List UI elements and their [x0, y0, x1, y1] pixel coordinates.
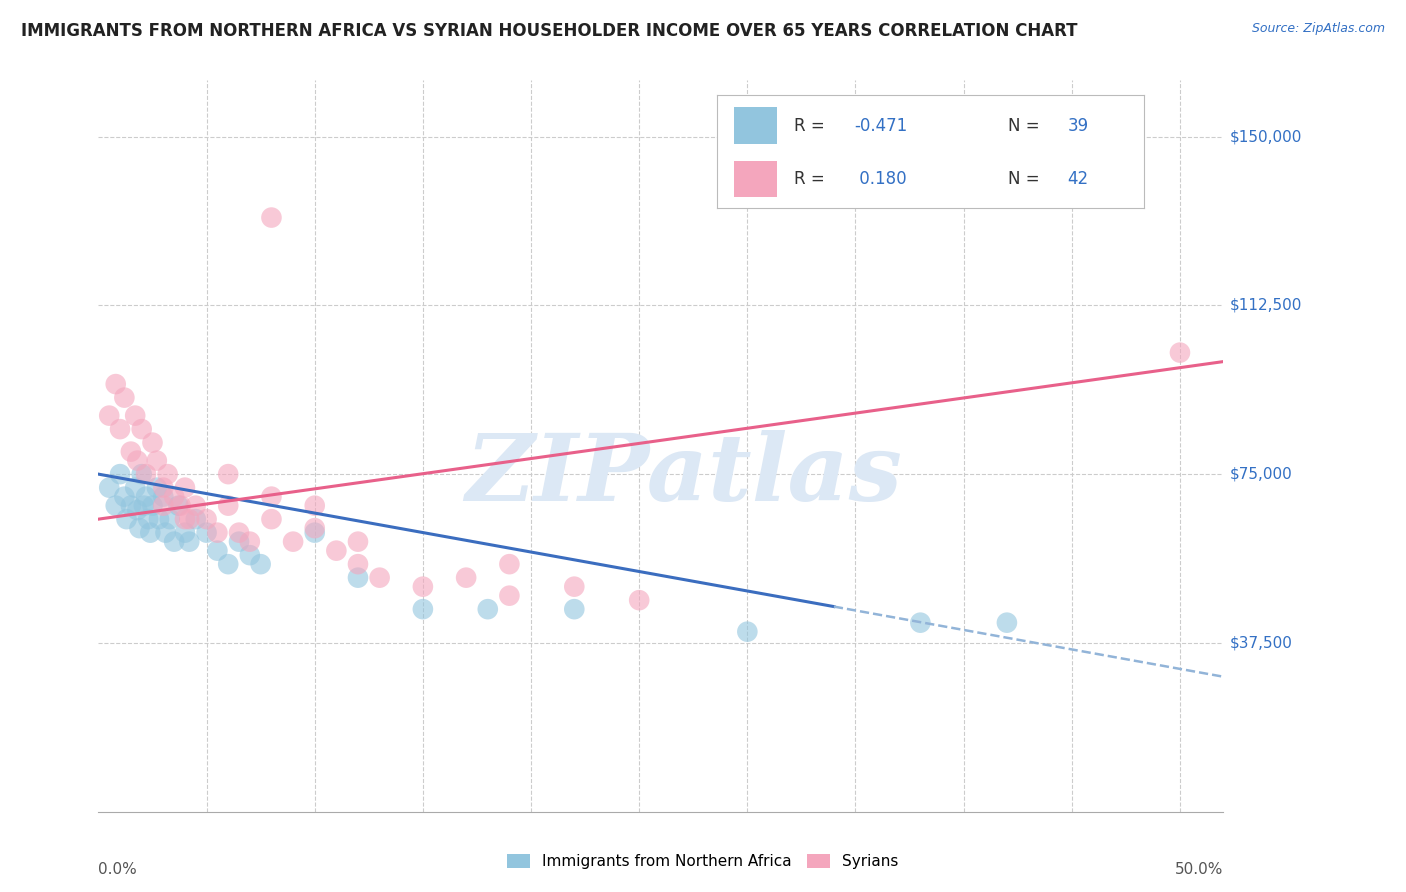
Point	[260, 490, 283, 504]
Point	[207, 525, 229, 540]
Point	[127, 453, 149, 467]
Point	[304, 525, 326, 540]
Text: $112,500: $112,500	[1230, 298, 1302, 313]
Point	[281, 534, 304, 549]
Point	[174, 481, 197, 495]
Point	[131, 422, 153, 436]
Point	[239, 548, 262, 562]
Point	[108, 467, 131, 482]
Point	[98, 409, 121, 423]
Point	[155, 525, 177, 540]
Point	[139, 525, 162, 540]
Legend: Immigrants from Northern Africa, Syrians: Immigrants from Northern Africa, Syrians	[501, 847, 905, 875]
Point	[207, 543, 229, 558]
Point	[910, 615, 932, 630]
Point	[104, 377, 127, 392]
Point	[412, 580, 434, 594]
Point	[195, 525, 218, 540]
Point	[179, 534, 201, 549]
Point	[120, 444, 142, 458]
Point	[184, 512, 207, 526]
Point	[249, 557, 271, 571]
Point	[325, 543, 347, 558]
Point	[498, 589, 520, 603]
Text: 0.0%: 0.0%	[98, 863, 138, 877]
Point	[120, 499, 142, 513]
Text: $37,500: $37,500	[1230, 635, 1292, 650]
Point	[498, 557, 520, 571]
Point	[159, 512, 181, 526]
Point	[174, 525, 197, 540]
Point	[156, 467, 179, 482]
Point	[148, 512, 170, 526]
Point	[112, 391, 135, 405]
Point	[562, 602, 585, 616]
Point	[104, 499, 127, 513]
Point	[152, 481, 174, 495]
Point	[135, 490, 157, 504]
Point	[477, 602, 499, 616]
Point	[169, 499, 191, 513]
Point	[132, 499, 155, 513]
Point	[995, 615, 1018, 630]
Text: $150,000: $150,000	[1230, 129, 1302, 144]
Point	[347, 557, 370, 571]
Point	[260, 512, 283, 526]
Point	[112, 490, 135, 504]
Point	[368, 571, 391, 585]
Point	[1168, 345, 1191, 359]
Point	[217, 557, 239, 571]
Point	[260, 211, 283, 225]
Point	[347, 534, 370, 549]
Point	[152, 499, 174, 513]
Text: 50.0%: 50.0%	[1175, 863, 1223, 877]
Point	[141, 435, 163, 450]
Text: ZIPatlas: ZIPatlas	[465, 430, 901, 520]
Point	[179, 512, 201, 526]
Point	[124, 481, 146, 495]
Point	[228, 525, 250, 540]
Point	[628, 593, 651, 607]
Point	[239, 534, 262, 549]
Point	[135, 467, 157, 482]
Point	[98, 481, 121, 495]
Point	[347, 571, 370, 585]
Point	[115, 512, 138, 526]
Text: $75,000: $75,000	[1230, 467, 1292, 482]
Point	[128, 521, 150, 535]
Point	[163, 490, 186, 504]
Point	[184, 499, 207, 513]
Point	[146, 481, 169, 495]
Point	[136, 512, 159, 526]
Point	[562, 580, 585, 594]
Point	[152, 490, 174, 504]
Point	[146, 453, 169, 467]
Point	[456, 571, 478, 585]
Point	[131, 467, 153, 482]
Point	[127, 503, 149, 517]
Point	[108, 422, 131, 436]
Point	[412, 602, 434, 616]
Point	[124, 409, 146, 423]
Point	[228, 534, 250, 549]
Point	[304, 499, 326, 513]
Text: Source: ZipAtlas.com: Source: ZipAtlas.com	[1251, 22, 1385, 36]
Point	[304, 521, 326, 535]
Point	[167, 499, 190, 513]
Point	[174, 512, 197, 526]
Point	[737, 624, 759, 639]
Point	[141, 499, 163, 513]
Text: IMMIGRANTS FROM NORTHERN AFRICA VS SYRIAN HOUSEHOLDER INCOME OVER 65 YEARS CORRE: IMMIGRANTS FROM NORTHERN AFRICA VS SYRIA…	[21, 22, 1077, 40]
Point	[163, 534, 186, 549]
Point	[217, 467, 239, 482]
Point	[217, 499, 239, 513]
Point	[195, 512, 218, 526]
